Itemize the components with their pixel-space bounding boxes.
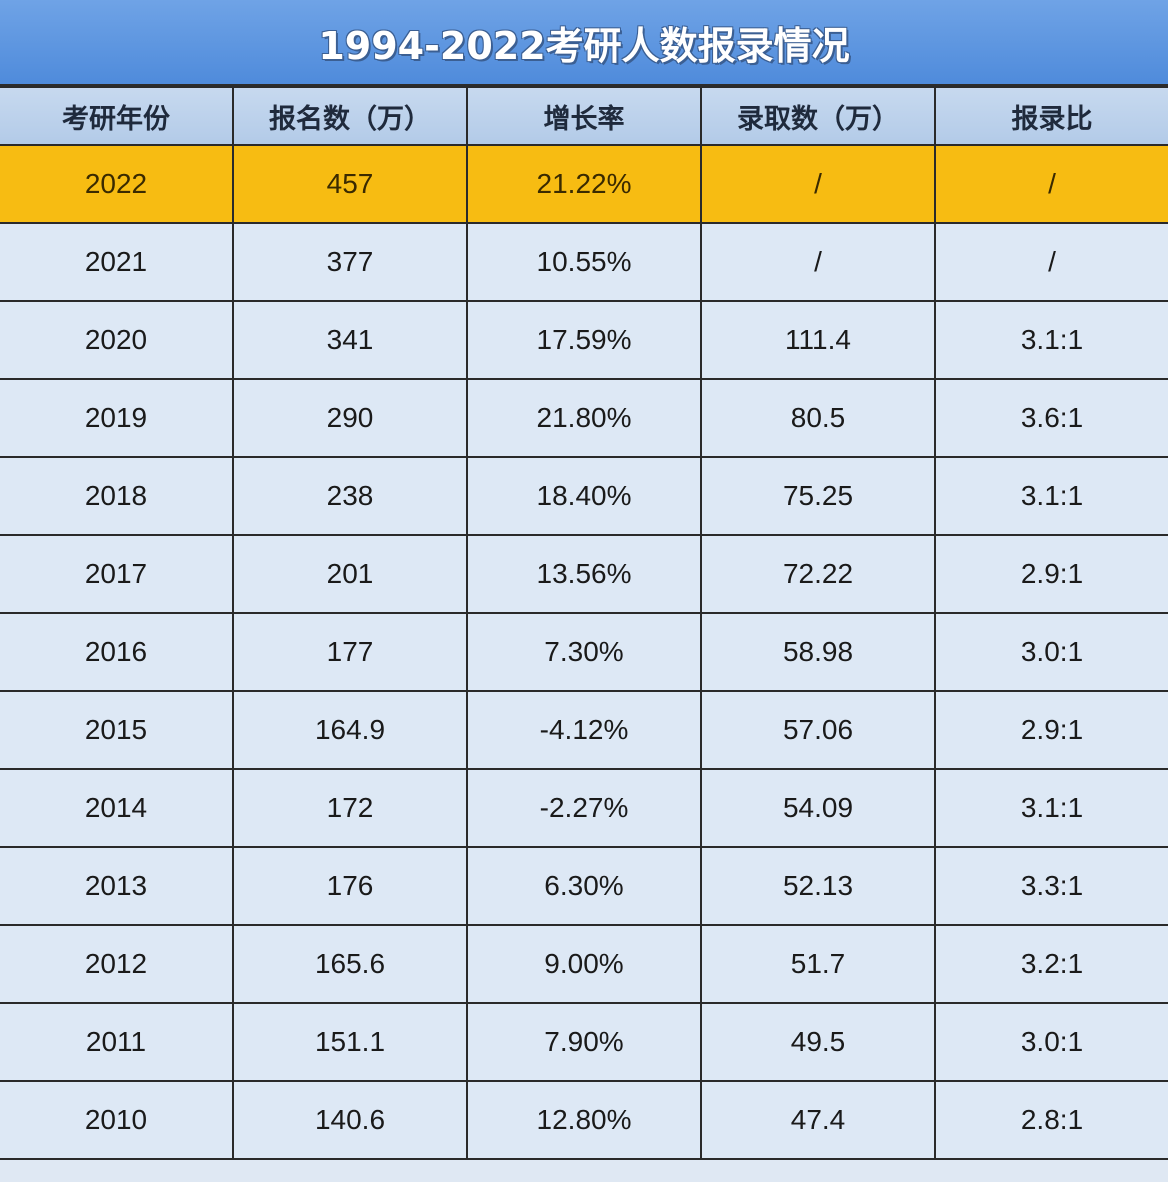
cell-growth-rate: -4.12% [466,690,702,770]
cell-admitted: 57.06 [700,690,936,770]
cell-ratio: 3.0:1 [934,1002,1168,1082]
cell-applicants: 238 [232,456,468,536]
cell-growth-rate: 21.22% [466,144,702,224]
table-row: 2011 151.1 7.90% 49.5 3.0:1 [0,1002,1168,1082]
cell-year: 2020 [0,300,234,380]
cell-year: 2013 [0,846,234,926]
cell-ratio: 2.9:1 [934,534,1168,614]
cell-applicants: 172 [232,768,468,848]
cell-ratio: 3.6:1 [934,378,1168,458]
cell-admitted: 80.5 [700,378,936,458]
table-row: 2021 377 10.55% / / [0,222,1168,302]
header-applicants: 报名数（万） [232,86,468,146]
table-body: 2022 457 21.22% //2021 377 10.55% //2020 341 17.… [0,144,1168,1160]
cell-year: 2010 [0,1080,234,1160]
cell-applicants: 341 [232,300,468,380]
table-row: 2014 172 -2.27% 54.09 3.1:1 [0,768,1168,848]
cell-ratio: 3.0:1 [934,612,1168,692]
cell-year: 2019 [0,378,234,458]
cell-admitted: 47.4 [700,1080,936,1160]
data-table: 考研年份 报名数（万） 增长率 录取数（万） 报录比 2022 457 21.22%… [0,86,1168,1160]
table-row: 2015 164.9 -4.12% 57.06 2.9:1 [0,690,1168,770]
cell-admitted: 51.7 [700,924,936,1004]
cell-applicants: 377 [232,222,468,302]
header-admitted: 录取数（万） [700,86,936,146]
cell-applicants: 165.6 [232,924,468,1004]
cell-year: 2021 [0,222,234,302]
cell-year: 2012 [0,924,234,1004]
cell-year: 2017 [0,534,234,614]
table-row: 2013 176 6.30% 52.13 3.3:1 [0,846,1168,926]
cell-ratio: 2.8:1 [934,1080,1168,1160]
table-header: 考研年份 报名数（万） 增长率 录取数（万） 报录比 [0,86,1168,146]
header-growth-rate: 增长率 [466,86,702,146]
cell-growth-rate: 10.55% [466,222,702,302]
cell-growth-rate: 6.30% [466,846,702,926]
cell-applicants: 176 [232,846,468,926]
cell-year: 2011 [0,1002,234,1082]
table-row: 2020 341 17.59% 111.4 3.1:1 [0,300,1168,380]
cell-applicants: 140.6 [232,1080,468,1160]
cell-admitted: 58.98 [700,612,936,692]
cell-growth-rate: 17.59% [466,300,702,380]
cell-ratio: 3.3:1 [934,846,1168,926]
cell-applicants: 201 [232,534,468,614]
cell-year: 2015 [0,690,234,770]
cell-admitted: 54.09 [700,768,936,848]
cell-ratio: 2.9:1 [934,690,1168,770]
table-row: 2019 290 21.80% 80.5 3.6:1 [0,378,1168,458]
cell-admitted: 75.25 [700,456,936,536]
cell-growth-rate: -2.27% [466,768,702,848]
cell-admitted: / [700,144,936,224]
cell-admitted: / [700,222,936,302]
cell-growth-rate: 18.40% [466,456,702,536]
cell-applicants: 151.1 [232,1002,468,1082]
table-row: 2012 165.6 9.00% 51.7 3.2:1 [0,924,1168,1004]
header-year: 考研年份 [0,86,234,146]
cell-ratio: 3.1:1 [934,768,1168,848]
cell-ratio: 3.1:1 [934,300,1168,380]
title-bar: 1994-2022考研人数报录情况 [0,0,1168,86]
cell-applicants: 164.9 [232,690,468,770]
cell-growth-rate: 9.00% [466,924,702,1004]
table-row: 2022 457 21.22% / / [0,144,1168,224]
cell-ratio: / [934,222,1168,302]
cell-growth-rate: 7.30% [466,612,702,692]
cell-admitted: 111.4 [700,300,936,380]
cell-ratio: 3.2:1 [934,924,1168,1004]
header-ratio: 报录比 [934,86,1168,146]
table-row: 2018 238 18.40% 75.25 3.1:1 [0,456,1168,536]
table-row: 2016 177 7.30% 58.98 3.0:1 [0,612,1168,692]
header-row: 考研年份 报名数（万） 增长率 录取数（万） 报录比 [0,86,1168,146]
cell-growth-rate: 12.80% [466,1080,702,1160]
cell-year: 2014 [0,768,234,848]
cell-admitted: 72.22 [700,534,936,614]
cell-admitted: 52.13 [700,846,936,926]
cell-applicants: 457 [232,144,468,224]
cell-growth-rate: 13.56% [466,534,702,614]
cell-ratio: / [934,144,1168,224]
cell-applicants: 177 [232,612,468,692]
cell-year: 2016 [0,612,234,692]
cell-ratio: 3.1:1 [934,456,1168,536]
cell-year: 2018 [0,456,234,536]
cell-growth-rate: 21.80% [466,378,702,458]
cell-applicants: 290 [232,378,468,458]
table-row: 2017 201 13.56% 72.22 2.9:1 [0,534,1168,614]
cell-growth-rate: 7.90% [466,1002,702,1082]
cell-year: 2022 [0,144,234,224]
table-row: 2010 140.6 12.80% 47.4 2.8:1 [0,1080,1168,1160]
cell-admitted: 49.5 [700,1002,936,1082]
page-title: 1994-2022考研人数报录情况 [318,23,850,68]
